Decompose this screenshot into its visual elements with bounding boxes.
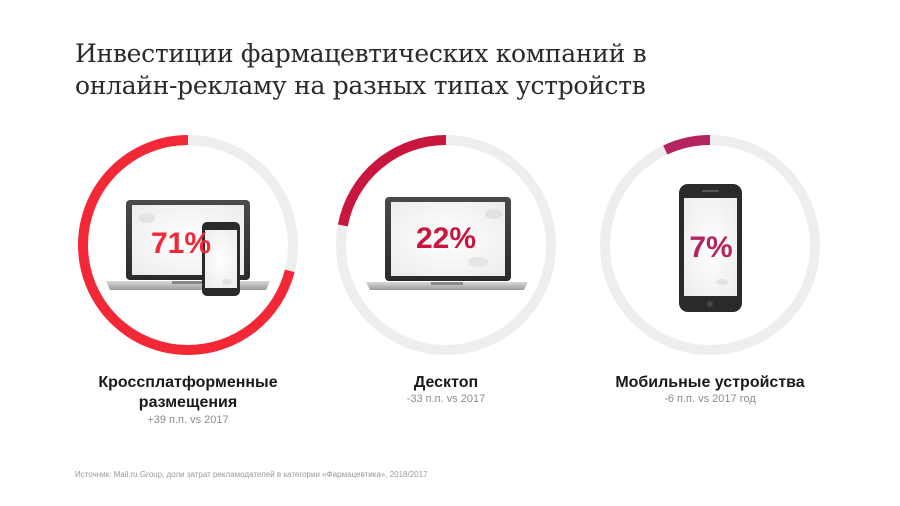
category-label-desktop: Десктоп <box>413 374 479 391</box>
laptop-icon <box>366 197 528 290</box>
donut-arc-desktop <box>336 135 556 355</box>
donut-arc-crossplatform <box>78 135 298 355</box>
laptop-and-phone-icon <box>106 200 270 296</box>
change-label-mobile: -6 п.п. vs 2017 год <box>664 393 756 405</box>
change-label-desktop: -33 п.п. vs 2017 <box>406 393 486 405</box>
value-label-crossplatform: 71% <box>151 227 211 260</box>
donut-arc-mobile <box>600 135 820 355</box>
donut-crossplatform: 71% <box>78 135 298 355</box>
value-label-desktop: 22% <box>416 222 476 255</box>
source-note: Источник: Mail.ru Group, доли затрат рек… <box>75 470 428 479</box>
category-label-mobile: Мобильные устройства <box>615 374 805 391</box>
category-label-crossplatform: Кроссплатформенные размещения <box>98 374 278 411</box>
smartphone-icon <box>679 184 742 312</box>
change-label-crossplatform: +39 п.п. vs 2017 <box>147 414 229 426</box>
value-label-mobile: 7% <box>689 231 732 264</box>
donut-mobile: 7% <box>600 135 820 355</box>
chart-title: Инвестиции фармацевтических компаний в о… <box>75 39 647 100</box>
donut-desktop: 22% <box>336 135 556 355</box>
